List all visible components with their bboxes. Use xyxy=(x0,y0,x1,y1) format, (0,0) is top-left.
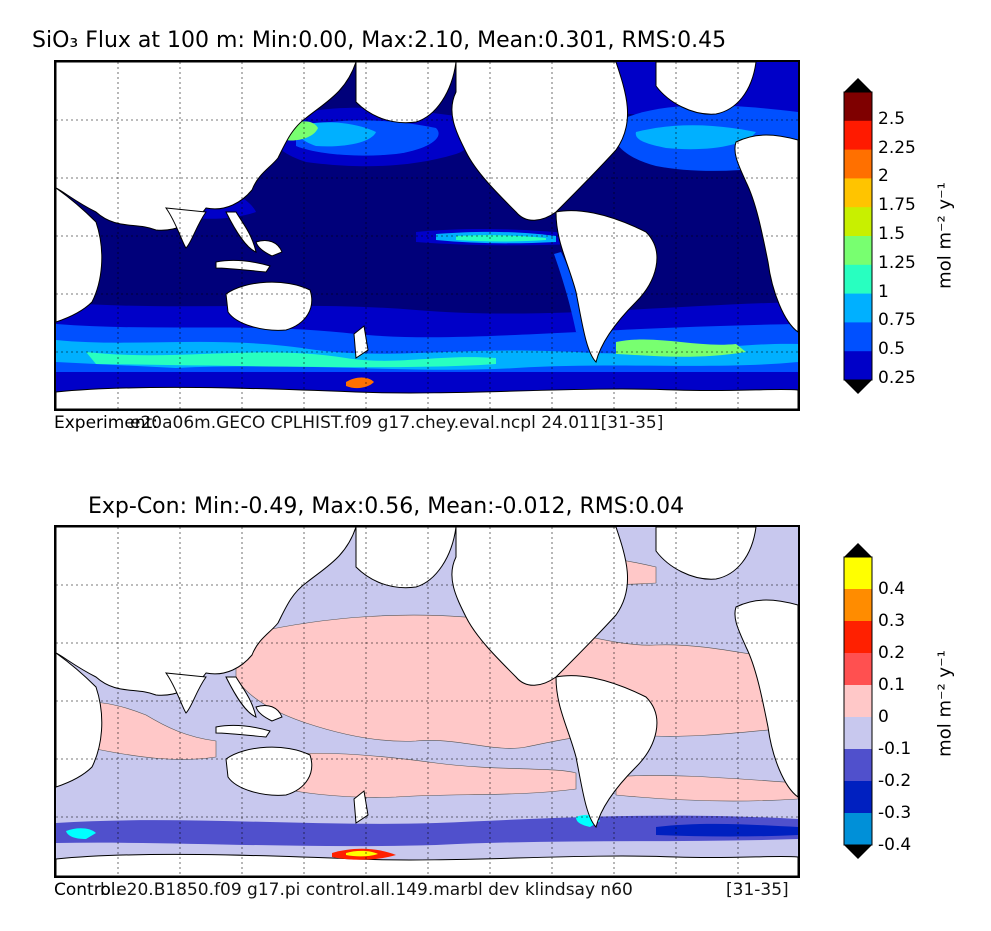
bottom-colorbar-tick-label: -0.2 xyxy=(878,771,912,791)
bottom-colorbar-swatch xyxy=(844,653,872,686)
top-colorbar-ticks: 2.5 2.25 2 1.75 1.5 1.25 1 0.75 0.5 0.25 xyxy=(878,92,948,388)
bottom-colorbar-ticks: 0.4 0.3 0.2 0.1 0 -0.1 -0.2 -0.3 -0.4 xyxy=(878,559,948,855)
top-caption-case: e20a06m.GECO CPLHIST.f09 g17.chey.eval.n… xyxy=(130,413,664,433)
bottom-colorbar xyxy=(840,543,876,859)
top-colorbar xyxy=(840,78,876,394)
top-colorbar-swatch xyxy=(844,264,872,295)
top-colorbar-extend-min xyxy=(844,380,872,394)
bottom-caption-label: Control: xyxy=(54,880,122,900)
bottom-colorbar-extend-min xyxy=(844,845,872,859)
top-map-plot xyxy=(56,62,798,409)
bottom-colorbar-swatch xyxy=(844,781,872,814)
top-colorbar-tick-label: 2.25 xyxy=(878,137,916,158)
top-caption-label: Experiment: xyxy=(54,413,158,433)
bottom-colorbar-tick-label: 0.3 xyxy=(878,611,906,631)
bottom-colorbar-tick-label: -0.4 xyxy=(878,835,912,855)
bottom-colorbar-svg xyxy=(843,543,873,859)
top-colorbar-tick-label: 2.5 xyxy=(878,108,906,129)
top-colorbar-swatch xyxy=(844,149,872,179)
top-colorbar-svg xyxy=(843,78,873,394)
top-colorbar-swatch xyxy=(844,236,872,266)
bottom-colorbar-tick-label: 0 xyxy=(878,707,889,727)
bottom-map-title: Exp-Con: Min:-0.49, Max:0.56, Mean:-0.01… xyxy=(88,494,685,519)
bottom-colorbar-units: mol m⁻² y⁻¹ xyxy=(934,650,956,757)
bottom-colorbar-swatch xyxy=(844,717,872,750)
bottom-colorbar-swatch xyxy=(844,813,872,846)
bottom-map-plot xyxy=(56,527,798,876)
top-colorbar-frame xyxy=(843,91,873,381)
top-colorbar-swatch xyxy=(844,293,872,323)
bottom-colorbar-extend-max xyxy=(844,543,872,557)
bottom-colorbar-frame xyxy=(843,556,873,846)
bottom-colorbar-swatch xyxy=(844,589,872,622)
bottom-colorbar-swatch xyxy=(844,621,872,654)
bottom-colorbar-tick-label: 0.2 xyxy=(878,643,906,663)
bottom-map xyxy=(54,525,800,878)
top-colorbar-tick-label: 1.25 xyxy=(878,252,916,273)
bottom-colorbar-tick-label: 0.1 xyxy=(878,675,906,695)
top-map-title: SiO₃ Flux at 100 m: Min:0.00, Max:2.10, … xyxy=(32,28,727,53)
top-colorbar-units: mol m⁻² y⁻¹ xyxy=(934,182,956,289)
top-colorbar-swatch xyxy=(844,120,872,151)
bottom-colorbar-tick-label: -0.1 xyxy=(878,739,912,759)
top-colorbar-swatch xyxy=(844,207,872,237)
top-colorbar-tick-label: 0.25 xyxy=(878,368,916,388)
top-colorbar-tick-label: 2 xyxy=(878,166,889,187)
bottom-colorbar-tick-label: 0.4 xyxy=(878,579,906,599)
bottom-caption-years: [31-35] xyxy=(726,880,789,900)
top-colorbar-swatch xyxy=(844,351,872,381)
bottom-caption-case: b.e20.B1850.f09 g17.pi control.all.149.m… xyxy=(100,880,633,900)
top-colorbar-tick-label: 1.5 xyxy=(878,224,906,244)
bottom-colorbar-tick-label: -0.3 xyxy=(878,803,912,823)
top-map xyxy=(54,60,800,411)
top-colorbar-tick-label: 1 xyxy=(878,281,889,302)
top-colorbar-tick-label: 1.75 xyxy=(878,195,916,216)
top-colorbar-tick-label: 0.5 xyxy=(878,339,906,360)
top-colorbar-extend-max xyxy=(844,78,872,92)
top-colorbar-swatch xyxy=(844,92,872,122)
bottom-colorbar-swatch xyxy=(844,557,872,590)
bottom-colorbar-swatch xyxy=(844,749,872,782)
top-colorbar-swatch xyxy=(844,178,872,208)
bottom-colorbar-swatch xyxy=(844,685,872,718)
top-colorbar-tick-label: 0.75 xyxy=(878,310,916,331)
top-colorbar-swatch xyxy=(844,322,872,352)
